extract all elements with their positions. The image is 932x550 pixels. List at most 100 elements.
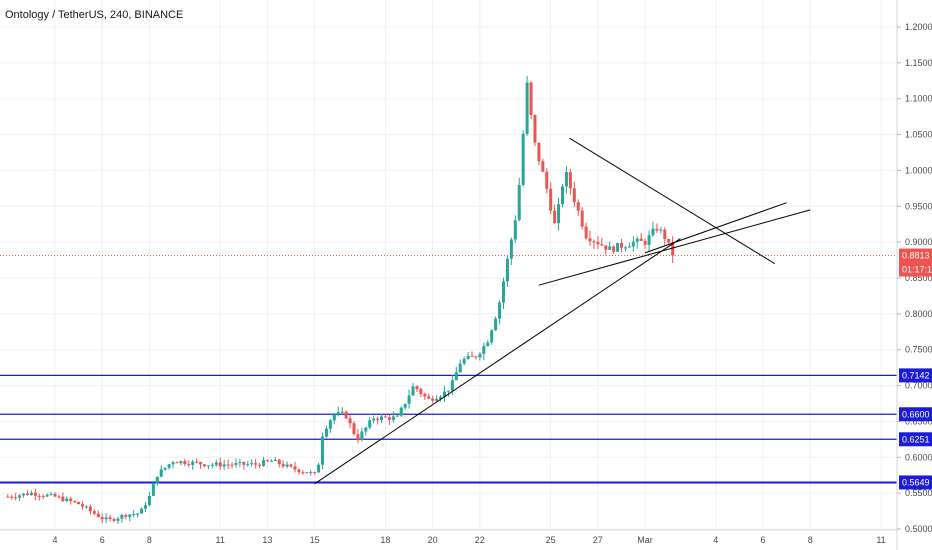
main-uptrend-line[interactable] xyxy=(314,238,681,485)
candle-body xyxy=(490,330,494,343)
price-tick-label: 0.8000 xyxy=(905,309,932,319)
time-axis[interactable]: 4 6 8 11 13 15 18 20 22 25 27 Mar 4 6 8 11 xyxy=(52,535,885,545)
candle-body xyxy=(37,495,41,497)
candle-body xyxy=(435,399,439,401)
candle-body xyxy=(143,505,147,509)
candle-body xyxy=(623,247,627,249)
candle-body xyxy=(187,464,191,466)
price-tick-label: 0.7500 xyxy=(905,345,932,355)
candle-body xyxy=(627,246,631,248)
candle-body xyxy=(639,238,643,241)
candle-body xyxy=(104,517,108,520)
candle-body xyxy=(600,244,604,246)
candle-body xyxy=(667,239,671,243)
candle-body xyxy=(647,235,651,245)
candle-body xyxy=(88,506,92,512)
candle-body xyxy=(376,418,380,420)
breakout-line[interactable] xyxy=(644,202,787,254)
current-price-tag xyxy=(899,248,932,277)
time-tick-label: 4 xyxy=(713,535,718,545)
current-price-label: 0.8813 xyxy=(902,251,930,261)
candle-body xyxy=(147,495,151,506)
triangle-lower-line[interactable] xyxy=(538,209,811,286)
candle-body xyxy=(151,483,155,496)
candle-body xyxy=(411,386,415,396)
candle-body xyxy=(541,161,545,172)
candle-body xyxy=(466,355,470,359)
candle-body xyxy=(222,464,226,467)
candle-body xyxy=(372,418,376,421)
candle-body xyxy=(671,242,675,256)
candle-body xyxy=(321,436,325,465)
candle-body xyxy=(206,465,210,467)
triangle-upper-line[interactable] xyxy=(569,137,776,265)
candle-body xyxy=(191,461,195,465)
candle-body xyxy=(61,496,65,502)
candle-body xyxy=(269,460,273,462)
candle-body xyxy=(108,517,112,520)
candle-body xyxy=(391,416,395,420)
candle-body xyxy=(631,241,635,247)
candle-body xyxy=(419,389,423,394)
candle-body xyxy=(521,133,525,185)
candle-body xyxy=(643,240,647,245)
candle-body xyxy=(277,459,281,465)
price-axis[interactable]: 0.5000 0.5500 0.6000 0.6500 0.7000 0.7500 0.80… xyxy=(897,22,932,534)
price-tick-label: 0.7000 xyxy=(905,381,932,391)
candle-body xyxy=(454,372,458,381)
time-tick-label: 6 xyxy=(760,535,765,545)
candle-body xyxy=(328,420,332,429)
candle-body xyxy=(474,356,478,358)
candle-body xyxy=(501,281,505,303)
price-tick-label: 1.0500 xyxy=(905,130,932,140)
price-tick-label: 1.1000 xyxy=(905,94,932,104)
candle-body xyxy=(6,496,10,498)
candle-body xyxy=(317,464,321,473)
candle-body xyxy=(77,502,81,505)
candle-body xyxy=(45,494,49,497)
price-tick-label: 0.5500 xyxy=(905,488,932,498)
candle-body xyxy=(549,188,553,211)
price-tick-label: 1.2000 xyxy=(905,22,932,32)
candle-body xyxy=(564,172,568,187)
candle-body xyxy=(387,417,391,420)
candle-body xyxy=(273,459,277,461)
candle-body xyxy=(41,496,45,498)
candle-body xyxy=(439,396,443,400)
candle-body xyxy=(92,511,96,514)
candle-body xyxy=(214,462,218,465)
candle-body xyxy=(281,464,285,467)
candle-body xyxy=(360,431,364,441)
candle-body xyxy=(199,462,203,465)
candle-body xyxy=(533,114,537,143)
level-price-tag xyxy=(899,368,932,383)
candle-body xyxy=(423,393,427,397)
candle-body xyxy=(69,498,73,502)
candle-body xyxy=(427,396,431,399)
time-tick-label: 8 xyxy=(808,535,813,545)
level-price-label: 0.7142 xyxy=(902,370,930,380)
candle-body xyxy=(655,228,659,231)
candle-body xyxy=(305,472,309,474)
candle-body xyxy=(25,493,29,495)
candle-body xyxy=(226,464,230,466)
time-tick-label: 25 xyxy=(546,535,556,545)
price-tick-label: 1.0000 xyxy=(905,165,932,175)
candle-body xyxy=(663,229,667,240)
price-tick-label: 0.6000 xyxy=(905,452,932,462)
candle-body xyxy=(553,210,557,224)
candle-body xyxy=(517,184,521,221)
candle-body xyxy=(258,464,262,466)
candle-body xyxy=(494,318,498,331)
time-tick-label: Mar xyxy=(637,535,653,545)
candle-body xyxy=(120,514,124,519)
time-tick-label: 4 xyxy=(52,535,57,545)
candle-body xyxy=(395,415,399,417)
candle-body xyxy=(84,506,88,508)
candle-body xyxy=(81,504,85,507)
candle-body xyxy=(505,258,509,282)
candle-body xyxy=(183,461,187,465)
candle-body xyxy=(285,464,289,467)
candle-body xyxy=(450,380,454,391)
candle-body xyxy=(250,463,254,465)
